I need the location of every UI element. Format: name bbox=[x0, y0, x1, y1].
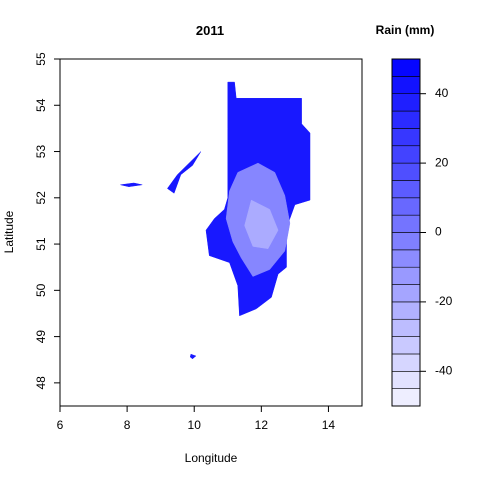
colorbar-band bbox=[391, 301, 421, 320]
colorbar-band bbox=[391, 128, 421, 147]
y-axis-label: Latitude bbox=[2, 210, 16, 253]
y-tick-label: 55 bbox=[34, 52, 48, 66]
colorbar-tick-label: 40 bbox=[435, 86, 449, 100]
chart-title: 2011 bbox=[196, 23, 224, 38]
colorbar-band bbox=[391, 162, 421, 181]
colorbar-band bbox=[391, 249, 421, 268]
y-tick-label: 50 bbox=[34, 283, 48, 297]
colorbar-band bbox=[391, 232, 421, 251]
colorbar-band bbox=[391, 353, 421, 372]
colorbar-band bbox=[391, 93, 421, 112]
region-small-west-patch bbox=[120, 182, 143, 187]
colorbar-band bbox=[391, 266, 421, 285]
region-west-patch bbox=[167, 151, 202, 194]
region-main-area-lowest-rain bbox=[244, 199, 279, 249]
colorbar-band bbox=[391, 214, 421, 233]
colorbar-band bbox=[391, 180, 421, 199]
y-tick-label: 49 bbox=[34, 330, 48, 344]
y-tick-label: 54 bbox=[34, 98, 48, 112]
x-axis-label: Longitude bbox=[185, 451, 238, 465]
y-tick-label: 53 bbox=[34, 145, 48, 159]
colorbar-tick-label: -40 bbox=[435, 363, 453, 377]
colorbar-band bbox=[391, 197, 421, 216]
colorbar-band bbox=[391, 76, 421, 94]
colorbar-band bbox=[391, 336, 421, 355]
x-tick-label: 14 bbox=[322, 418, 336, 432]
colorbar-band bbox=[391, 58, 421, 77]
y-axis: 48 49 50 51 52 53 54 55 bbox=[34, 52, 60, 390]
x-tick-label: 6 bbox=[57, 418, 64, 432]
colorbar: -40 -20 0 20 40 bbox=[391, 58, 453, 407]
x-tick-label: 12 bbox=[255, 418, 269, 432]
colorbar-band bbox=[391, 370, 421, 389]
plot-frame bbox=[59, 58, 363, 407]
colorbar-band bbox=[391, 110, 421, 129]
rain-regions bbox=[120, 81, 311, 360]
colorbar-band bbox=[391, 145, 421, 164]
y-tick-label: 51 bbox=[34, 237, 48, 251]
colorbar-tick-label: 20 bbox=[435, 155, 449, 169]
x-axis: 6 8 10 12 14 bbox=[57, 406, 336, 432]
colorbar-tick-label: 0 bbox=[435, 225, 442, 239]
colorbar-band bbox=[391, 284, 421, 303]
colorbar-title: Rain (mm) bbox=[376, 23, 435, 37]
colorbar-band bbox=[391, 388, 421, 407]
x-tick-label: 10 bbox=[188, 418, 202, 432]
y-tick-label: 52 bbox=[34, 191, 48, 205]
colorbar-tick-label: -20 bbox=[435, 294, 453, 308]
colorbar-band bbox=[391, 318, 421, 337]
x-tick-label: 8 bbox=[124, 418, 131, 432]
y-tick-label: 48 bbox=[34, 376, 48, 390]
region-south-patch bbox=[189, 353, 197, 360]
